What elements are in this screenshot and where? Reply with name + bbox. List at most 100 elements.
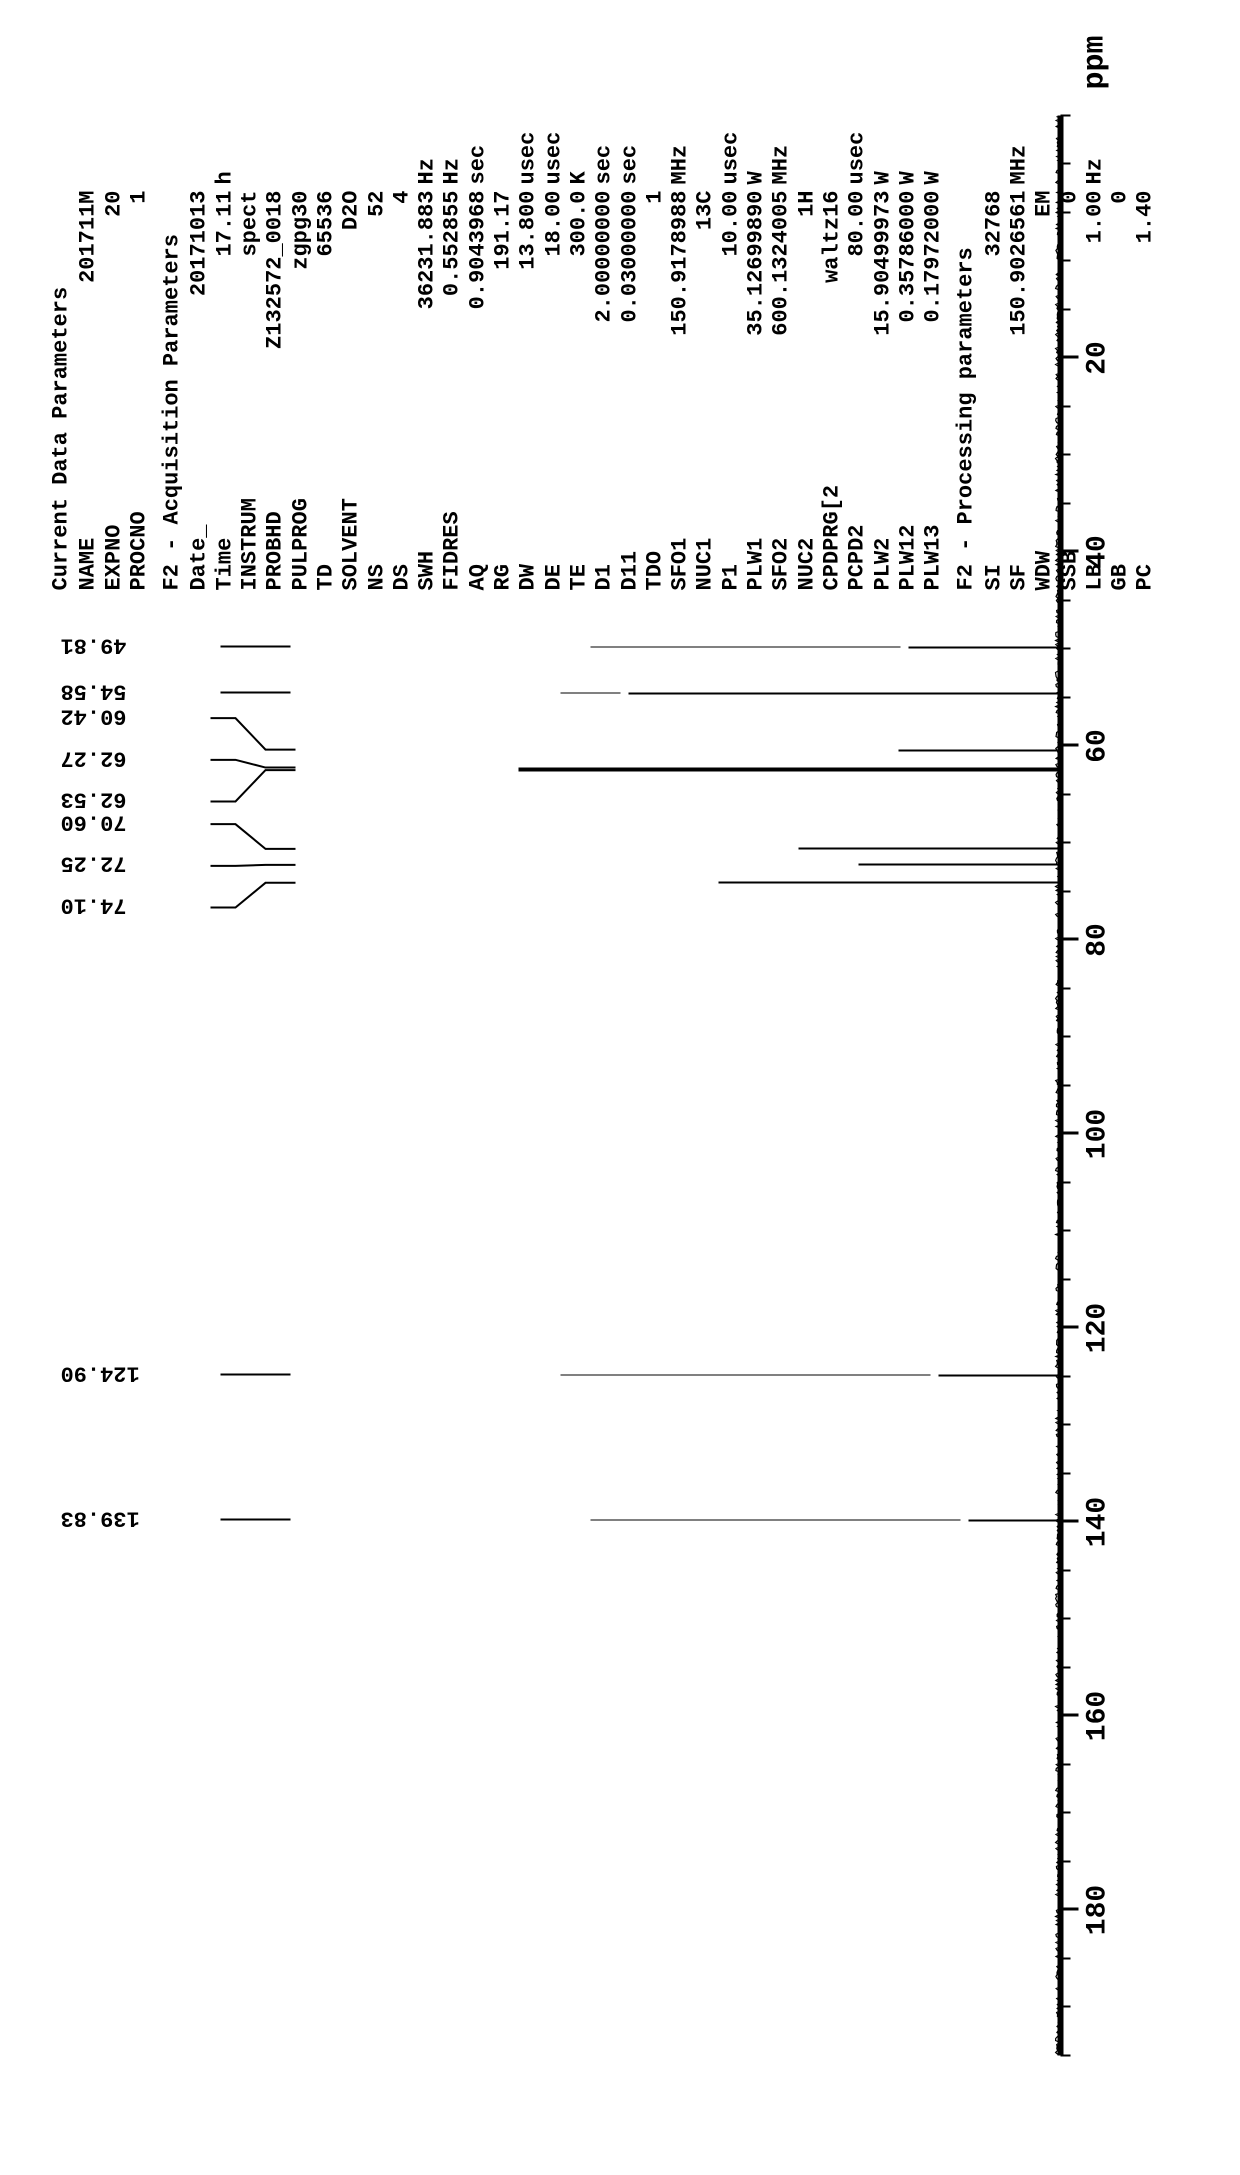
minor-tick xyxy=(1060,1763,1070,1765)
major-tick xyxy=(1060,1326,1078,1329)
tick-label: 160 xyxy=(1082,1690,1113,1740)
peak-value-label: 139.83 xyxy=(60,1505,139,1530)
peak-value-label: 72.25 xyxy=(60,850,126,875)
param-row: PROCNO1 xyxy=(126,120,151,590)
param-label: PC xyxy=(1132,420,1157,590)
minor-tick xyxy=(1060,1812,1070,1814)
nmr-spectrum-page: Current Data ParametersNAME201711MEXPNO2… xyxy=(0,0,1240,2175)
param-row: PC1.40 xyxy=(1132,120,1157,590)
tick-label: 20 xyxy=(1082,341,1113,375)
major-tick xyxy=(1060,938,1078,941)
param-unit xyxy=(101,120,126,190)
peak-value-label: 62.53 xyxy=(60,786,126,811)
nmr-peak xyxy=(628,692,1058,694)
param-value: 1 xyxy=(126,190,151,420)
minor-tick xyxy=(1060,502,1070,504)
tick-label: 40 xyxy=(1082,535,1113,569)
tick-label: 60 xyxy=(1082,729,1113,763)
minor-tick xyxy=(1060,2006,1070,2008)
minor-tick xyxy=(1060,1666,1070,1668)
axis-title: ppm xyxy=(1078,35,1112,89)
param-unit: h xyxy=(212,120,237,190)
major-tick xyxy=(1060,356,1078,359)
peak-value-label: 62.27 xyxy=(60,745,126,770)
minor-tick xyxy=(1060,114,1070,116)
minor-tick xyxy=(1060,696,1070,698)
peak-connector-line xyxy=(560,692,620,693)
nmr-peak xyxy=(938,1374,1058,1376)
tick-label: 100 xyxy=(1082,1108,1113,1158)
param-unit xyxy=(186,120,211,190)
minor-tick xyxy=(1060,454,1070,456)
param-label: Date_ xyxy=(186,420,211,590)
major-tick xyxy=(1060,1908,1078,1911)
param-unit xyxy=(75,120,100,190)
peak-label-stem xyxy=(220,1518,290,1520)
x-axis: ppm 20406080100120140160180 xyxy=(1060,115,1080,2055)
peak-bracket xyxy=(210,678,300,841)
param-value: 20 xyxy=(101,190,126,420)
peak-label-stem xyxy=(220,1373,290,1375)
param-value: 20171013 xyxy=(186,190,211,420)
major-tick xyxy=(1060,1714,1078,1717)
param-value: 1.40 xyxy=(1132,190,1157,420)
nmr-peak xyxy=(908,646,1058,648)
peak-value-label: 49.81 xyxy=(60,632,126,657)
param-section-title: F2 - Acquisition Parameters xyxy=(159,120,184,590)
major-tick xyxy=(1060,1132,1078,1135)
peak-connector-line xyxy=(560,1374,930,1375)
param-row: Date_20171013 xyxy=(186,120,211,590)
minor-tick xyxy=(1060,987,1070,989)
param-value: 201711M xyxy=(75,190,100,420)
minor-tick xyxy=(1060,1036,1070,1038)
nmr-peak xyxy=(798,847,1058,849)
nmr-peak xyxy=(718,881,1058,883)
minor-tick xyxy=(1060,308,1070,310)
peak-label-stem xyxy=(220,691,290,693)
minor-tick xyxy=(1060,1084,1070,1086)
peak-value-label: 54.58 xyxy=(60,678,126,703)
peak-label-stem xyxy=(220,645,290,647)
minor-tick xyxy=(1060,648,1070,650)
minor-tick xyxy=(1060,1230,1070,1232)
param-section-title: Current Data Parameters xyxy=(48,120,73,590)
minor-tick xyxy=(1060,1618,1070,1620)
tick-label: 120 xyxy=(1082,1302,1113,1352)
minor-tick xyxy=(1060,842,1070,844)
param-unit xyxy=(126,120,151,190)
minor-tick xyxy=(1060,163,1070,165)
param-row: Time17.11h xyxy=(212,120,237,590)
spectrum-plot: 139.83124.9074.1072.2570.6062.5362.2760.… xyxy=(260,115,1120,2055)
param-row: NAME201711M xyxy=(75,120,100,590)
minor-tick xyxy=(1060,599,1070,601)
minor-tick xyxy=(1060,890,1070,892)
param-unit xyxy=(237,120,262,190)
tick-label: 140 xyxy=(1082,1496,1113,1546)
minor-tick xyxy=(1060,1375,1070,1377)
param-value: 17.11 xyxy=(212,190,237,420)
peak-connector-line xyxy=(590,1519,960,1520)
major-tick xyxy=(1060,744,1078,747)
minor-tick xyxy=(1060,1278,1070,1280)
minor-tick xyxy=(1060,1181,1070,1183)
param-label: INSTRUM xyxy=(237,420,262,590)
minor-tick xyxy=(1060,1860,1070,1862)
peak-value-label: 124.90 xyxy=(60,1360,139,1385)
param-label: PROCNO xyxy=(126,420,151,590)
param-row: EXPNO20 xyxy=(101,120,126,590)
minor-tick xyxy=(1060,1424,1070,1426)
param-unit xyxy=(1132,120,1157,190)
param-label: NAME xyxy=(75,420,100,590)
nmr-peak xyxy=(518,769,1058,771)
nmr-peak xyxy=(898,749,1058,751)
peak-value-label: 60.42 xyxy=(60,703,126,728)
minor-tick xyxy=(1060,260,1070,262)
minor-tick xyxy=(1060,793,1070,795)
nmr-peak xyxy=(968,1519,1058,1521)
tick-label: 80 xyxy=(1082,923,1113,957)
nmr-peak xyxy=(858,863,1058,865)
major-tick xyxy=(1060,1520,1078,1523)
peak-value-label: 70.60 xyxy=(60,809,126,834)
minor-tick xyxy=(1060,1957,1070,1959)
peak-connector-line xyxy=(590,646,900,647)
